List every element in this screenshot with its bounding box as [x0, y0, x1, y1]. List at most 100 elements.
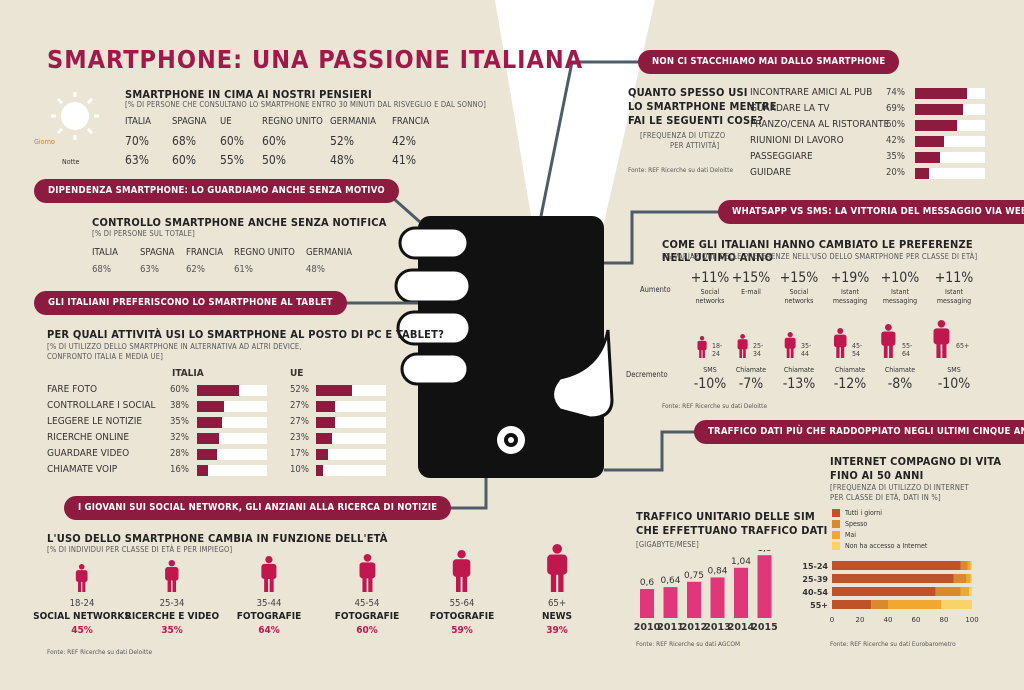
- sim-bar: [710, 577, 725, 618]
- s6-up-value: +19%: [830, 270, 870, 286]
- s1-country-name: FRANCIA: [392, 116, 430, 127]
- s6-up-label-2: networks: [695, 297, 725, 305]
- s6-down-value: -10%: [693, 376, 727, 392]
- s1-night-value: 50%: [262, 153, 286, 167]
- s3-italia-pct: 60%: [170, 384, 189, 395]
- s4-pct: 45%: [71, 625, 93, 636]
- s1-night-value: 63%: [125, 153, 149, 167]
- x-tick-label: 60: [912, 616, 921, 624]
- s8-sub2: PER CLASSE DI ETÀ, DATI IN %]: [830, 493, 941, 502]
- s3-italia-pct: 35%: [170, 416, 189, 427]
- s7-subtitle: [GIGABYTE/MESE]: [636, 540, 699, 549]
- s2-title: CONTROLLO SMARTPHONE ANCHE SENZA NOTIFIC…: [92, 216, 387, 229]
- s1-country-name: ITALIA: [125, 116, 151, 127]
- sim-year-label: 2010: [634, 622, 661, 633]
- sim-bar: [640, 589, 654, 618]
- s4-age: 35-44: [256, 598, 282, 609]
- sim-year-label: 2012: [681, 622, 707, 633]
- s8-title-2: FINO AI 50 ANNI: [830, 469, 924, 482]
- s4-title: L'USO DELLO SMARTPHONE CAMBIA IN FUNZION…: [47, 532, 388, 545]
- legend-label: Non ha accesso a Internet: [845, 542, 928, 550]
- s6-up-label-1: Istant: [891, 288, 909, 296]
- usage-segment: [953, 574, 967, 583]
- s3-italia-pct: 32%: [170, 432, 189, 443]
- person-icon: [76, 564, 88, 592]
- s4-pct: 59%: [451, 625, 473, 636]
- person-icon: [833, 328, 847, 358]
- sim-bar: [757, 555, 772, 618]
- s1-day-value: 60%: [262, 134, 286, 148]
- internet-usage-stacked-chart: 15-24 25-39 40-54 55+0 20 40 60 80 100: [802, 561, 979, 624]
- person-icon: [261, 556, 277, 592]
- s6-age: 18-24: [712, 342, 723, 358]
- s3-col-ue: UE: [290, 368, 304, 379]
- age-category-label: 55+: [810, 601, 828, 610]
- s3-ue-bar: [316, 433, 386, 444]
- legend-label: Mai: [845, 531, 857, 539]
- s8-title-1: INTERNET COMPAGNO DI VITA: [830, 455, 1002, 468]
- person-icon: [359, 554, 375, 592]
- s6-up-label-2: messaging: [832, 297, 868, 305]
- s5-row-label: GUIDARE: [750, 167, 792, 178]
- s4-use: FOTOGRAFIE: [334, 611, 400, 622]
- s3-italia-bar: [197, 449, 267, 460]
- sim-bar-value: 1,04: [731, 557, 751, 567]
- s3-italia-bar: [197, 385, 267, 396]
- s2-country-name: GERMANIA: [306, 247, 352, 258]
- s3-ue-pct: 27%: [290, 400, 309, 411]
- s6-up-label-1: Istant: [945, 288, 963, 296]
- s6-up-label-2: messaging: [936, 297, 972, 305]
- finger-1: [398, 226, 470, 260]
- s3-subtitle-1: [% DI UTILIZZO DELLO SMARTPHONE IN ALTER…: [47, 342, 302, 351]
- s2-country-name: REGNO UNITO: [234, 247, 295, 258]
- person-icon: [165, 560, 179, 592]
- s3-italia-pct: 16%: [170, 464, 189, 475]
- s6-down-value: -12%: [833, 376, 867, 392]
- s2-subtitle: [% DI PERSONE SUL TOTALE]: [92, 229, 195, 238]
- s6-source: Fonte: REF Ricerche su dati Deloitte: [662, 402, 768, 410]
- s5-sub2: PER ATTIVITÀ]: [670, 141, 720, 150]
- s1-title: SMARTPHONE IN CIMA AI NOSTRI PENSIERI: [125, 88, 372, 101]
- s1-country-name: REGNO UNITO: [262, 116, 323, 127]
- s1-night-value: 55%: [220, 153, 244, 167]
- s3-row-label: CHIAMATE VOIP: [47, 464, 118, 475]
- person-icon: [933, 320, 950, 358]
- s3-ue-bar: [316, 449, 386, 460]
- x-tick-label: 80: [940, 616, 949, 624]
- s6-down-label: Chiamate: [735, 366, 767, 374]
- sim-bar-value: 0,84: [707, 566, 727, 576]
- s3-italia-pct: 28%: [170, 448, 189, 459]
- s7-source: Fonte: REF Ricerche su dati AGCOM: [636, 640, 741, 648]
- s6-up-label-1: Social: [700, 288, 720, 296]
- notte-label: Notte: [62, 158, 80, 166]
- person-icon: [737, 334, 748, 358]
- s3-italia-bar: [197, 433, 267, 444]
- s2-country-value: 68%: [92, 264, 111, 275]
- s2-country-value: 61%: [234, 264, 253, 275]
- s1-night-value: 48%: [330, 153, 354, 167]
- s3-title: PER QUALI ATTIVITÀ USI LO SMARTPHONE AL …: [47, 328, 445, 341]
- s6-subtitle: [% VARIAZIONE DELLE PREFERENZE NELL'USO …: [662, 252, 978, 261]
- s3-col-italia: ITALIA: [172, 368, 204, 379]
- s2-country-name: FRANCIA: [186, 247, 224, 258]
- s5-row-label: PASSEGGIARE: [750, 151, 813, 162]
- s3-ue-bar: [316, 401, 386, 412]
- age-category-label: 40-54: [802, 588, 828, 597]
- s6-up-label-1: E-mail: [741, 288, 761, 296]
- s4-use: NEWS: [541, 611, 573, 622]
- s5-row-bar: [915, 136, 985, 147]
- banner-dipendenza: DIPENDENZA SMARTPHONE: LO GUARDIAMO ANCH…: [34, 179, 399, 203]
- s3-ue-pct: 27%: [290, 416, 309, 427]
- s3-ue-bar: [316, 385, 386, 396]
- sim-bar: [663, 587, 678, 618]
- s2-country-value: 62%: [186, 264, 205, 275]
- usage-segment: [832, 600, 872, 609]
- s6-down-value: -10%: [937, 376, 971, 392]
- s3-italia-pct: 38%: [170, 400, 189, 411]
- usage-segment: [871, 600, 888, 609]
- s5-row-label: INCONTRARE AMICI AL PUB: [750, 87, 873, 98]
- usage-segment: [960, 587, 970, 596]
- s4-age: 55-64: [449, 598, 475, 609]
- banner-tablet: GLI ITALIANI PREFERISCONO LO SMARTPHONE …: [34, 291, 347, 315]
